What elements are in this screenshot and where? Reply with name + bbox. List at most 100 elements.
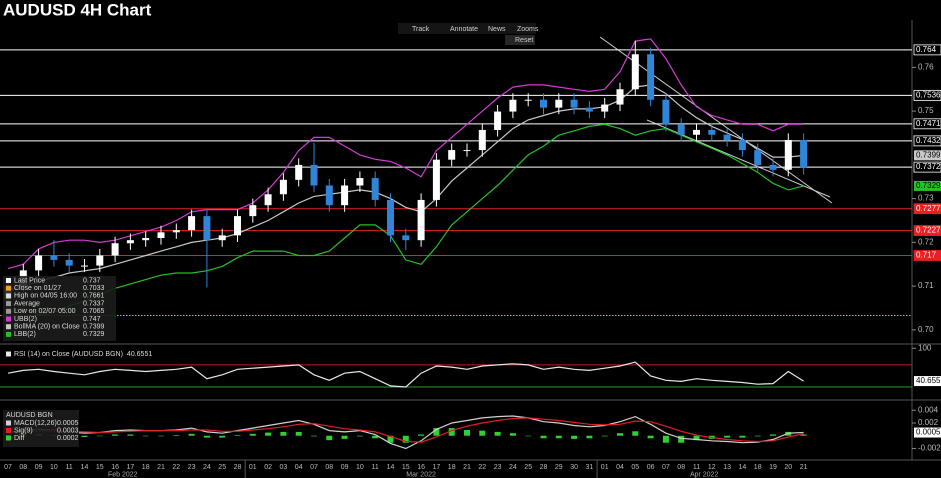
level-tag: [913, 225, 941, 236]
histogram-bar: [249, 433, 256, 436]
x-tick-label: 19: [769, 464, 777, 471]
level-tag-label: 0.7227: [916, 226, 941, 235]
x-tick-label: 04: [295, 464, 303, 471]
x-tick-label: 01: [249, 464, 257, 471]
toolbar-button[interactable]: News: [488, 26, 506, 33]
legend-swatch: [6, 316, 11, 322]
histogram-bar: [387, 435, 394, 443]
reset-button-box[interactable]: [505, 35, 535, 45]
legend-title: AUDUSD BGN: [6, 412, 53, 419]
x-tick-label: 18: [448, 464, 456, 471]
legend-value: 0.737: [83, 277, 101, 284]
histogram-bar: [586, 435, 593, 439]
candle-body: [417, 199, 425, 241]
y-tick-label: 0.72: [918, 237, 934, 246]
x-tick-label: 14: [81, 464, 89, 471]
histogram-bar: [739, 435, 746, 438]
legend-value: 40.6551: [127, 351, 152, 358]
x-tick-label: 30: [570, 464, 578, 471]
level-tag-label: 0.717: [916, 251, 937, 260]
x-tick-label: 31: [586, 464, 594, 471]
band-line: [7, 84, 804, 292]
legend-swatch: [6, 278, 11, 283]
month-label: Apr 2022: [690, 471, 719, 478]
legend-box: [3, 410, 79, 447]
x-tick-label: 18: [142, 464, 150, 471]
legend-swatch: [6, 324, 11, 330]
histogram-bar: [601, 435, 608, 437]
candle-body: [234, 216, 241, 236]
histogram-bar: [372, 435, 379, 439]
histogram-bar: [418, 434, 425, 436]
level-tag-label: 0.7432: [916, 136, 941, 145]
trend-line: [646, 119, 831, 198]
histogram-bar: [693, 435, 700, 441]
x-tick-label: 01: [601, 464, 609, 471]
band-line: [7, 38, 804, 270]
x-tick-label: 11: [372, 464, 379, 471]
x-tick-label: 08: [677, 464, 685, 471]
legend-swatch: [6, 293, 11, 299]
histogram-bar: [448, 428, 455, 436]
value-tag-label: 0.0005: [916, 428, 941, 437]
histogram-bar: [158, 435, 164, 437]
legend-value: 0.7661: [83, 293, 105, 300]
y-tick-label: -0.002: [918, 444, 941, 453]
candle-body: [310, 164, 318, 186]
histogram-bar: [295, 431, 302, 436]
histogram-bar: [188, 433, 195, 436]
indicator-line: [7, 361, 804, 388]
histogram-bar: [754, 435, 761, 437]
y-tick-label: 0.73: [918, 194, 934, 203]
legend-value: 0.7329: [83, 331, 105, 338]
x-tick-label: 11: [693, 464, 700, 471]
y-tick-label: 100: [918, 343, 932, 352]
toolbar-button[interactable]: Reset: [515, 37, 533, 44]
candle-body: [570, 99, 578, 108]
chart-title: AUDUSD 4H Chart: [3, 0, 152, 19]
legend-swatch: [6, 420, 11, 426]
band-line: [7, 123, 804, 316]
x-tick-label: 23: [494, 464, 502, 471]
legend-swatch: [6, 285, 11, 291]
candle-body: [723, 134, 731, 140]
value-tag: [914, 427, 941, 438]
x-tick-label: 07: [662, 464, 670, 471]
toolbar-button[interactable]: Annotate: [450, 26, 478, 33]
legend-label: LBB(2): [14, 331, 36, 338]
candle-body: [677, 124, 685, 135]
histogram-bar: [540, 435, 547, 439]
legend-swatch: [6, 435, 11, 441]
x-tick-label: 07: [310, 464, 318, 471]
candle-body: [448, 150, 456, 160]
x-tick-label: 06: [647, 464, 655, 471]
legend-value: 0.7033: [83, 285, 105, 292]
x-tick-label: 24: [509, 464, 517, 471]
candle-body: [50, 255, 58, 260]
legend-label: MACD(12,26): [14, 420, 57, 427]
toolbar-button[interactable]: Zooms: [517, 26, 539, 33]
level-tag: [913, 135, 941, 147]
level-tag-label: 0.7372: [916, 162, 941, 171]
candle-body: [601, 104, 609, 112]
histogram-bar: [280, 431, 287, 436]
y-tick-label: 0.75: [918, 106, 934, 115]
toolbar: [398, 23, 536, 34]
candle-body: [157, 232, 165, 238]
x-tick-label: 17: [433, 464, 441, 471]
candle-body: [356, 178, 364, 186]
legend-value: 0.747: [83, 316, 101, 323]
histogram-bar: [81, 435, 88, 437]
level-tag-label: 0.764: [916, 45, 937, 54]
toolbar-button[interactable]: Track: [412, 26, 430, 33]
x-tick-label: 17: [127, 464, 135, 471]
histogram-bar: [311, 435, 317, 437]
legend-label: BollMA (20) on Close: [14, 324, 80, 331]
x-tick-label: 25: [218, 464, 226, 471]
candle-body: [769, 164, 777, 170]
y-tick-label: 0.004: [918, 405, 939, 414]
candle-body: [203, 216, 211, 241]
x-tick-label: 24: [203, 464, 211, 471]
candle-body: [188, 216, 196, 231]
